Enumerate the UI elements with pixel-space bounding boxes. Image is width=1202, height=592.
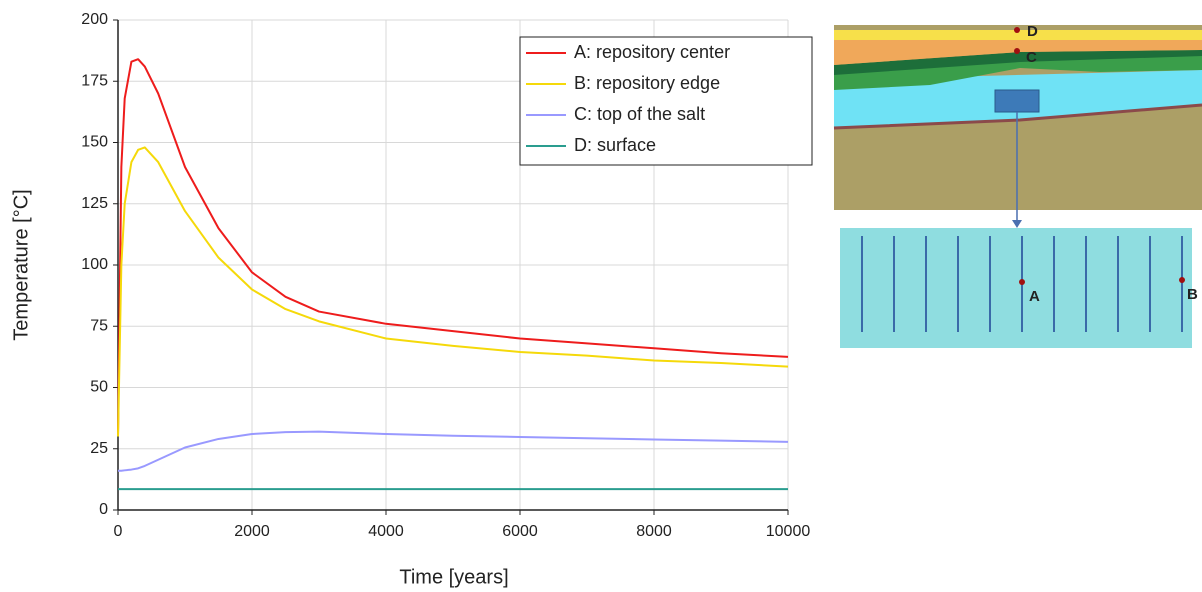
point-d [1014,27,1020,33]
layer-dark [834,50,1202,75]
y-tick-label: 150 [81,134,108,151]
x-tick-label: 0 [114,523,123,540]
point-b [1179,277,1185,283]
salt-base [833,103,1202,130]
x-tick-label: 8000 [636,523,672,540]
legend-label: D: surface [574,135,656,155]
y-tick-label: 75 [90,317,108,334]
legend-label: A: repository center [574,42,730,62]
point-a [1019,279,1025,285]
annotation: C [1026,49,1037,66]
x-tick-label: 6000 [502,523,538,540]
legend-label: B: repository edge [574,73,720,93]
annotation: B [1187,286,1198,303]
detail-box [840,228,1192,348]
geology-diagram: D C A B [833,23,1202,348]
y-tick-label: 50 [90,379,108,396]
layer-surface [834,30,1202,40]
series-line [117,146,789,437]
y-tick-label: 0 [99,501,108,518]
layer-green [834,55,1202,90]
series-line [118,430,789,472]
y-tick-label: 200 [81,11,108,28]
x-tick-label: 10000 [766,523,811,540]
x-tick-label: 4000 [368,523,404,540]
y-tick-label: 100 [81,256,108,273]
series-line [117,58,789,437]
repository-box [994,89,1040,113]
x-axis-label: Time [years] [399,566,508,588]
y-tick-label: 25 [90,440,108,457]
y-tick-label: 175 [81,72,108,89]
y-axis-label: Temperature [°C] [10,189,32,340]
x-tick-label: 2000 [234,523,270,540]
y-tick-label: 125 [81,195,108,212]
annotation: A [1029,288,1040,305]
arrow-head [1012,220,1022,228]
point-c [1014,48,1020,54]
annotation: D [1027,23,1038,40]
legend-label: C: top of the salt [574,104,705,124]
legend-box [519,36,813,166]
layer-orange [834,40,1202,65]
